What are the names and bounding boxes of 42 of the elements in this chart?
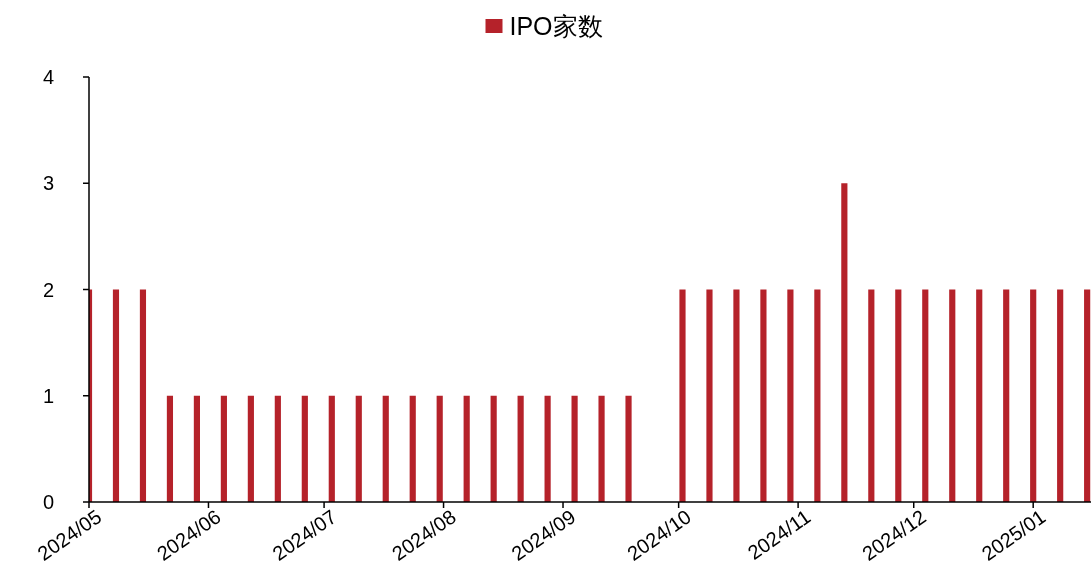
y-tick-label: 4 [42, 66, 54, 88]
bar [895, 289, 902, 502]
bar [112, 289, 120, 502]
bar [1084, 289, 1091, 502]
bar [409, 395, 416, 502]
bar [706, 289, 713, 502]
bar [274, 395, 281, 502]
bar [679, 289, 686, 502]
bar [814, 289, 821, 502]
bar [625, 395, 632, 502]
bar [463, 395, 470, 502]
bar [1003, 289, 1010, 502]
bar [436, 395, 443, 502]
bar [166, 395, 174, 502]
bar [733, 289, 740, 502]
bar [922, 289, 929, 502]
bar [517, 395, 524, 502]
bar [328, 395, 335, 502]
bar [301, 395, 308, 502]
bar [598, 395, 605, 502]
bar [382, 395, 389, 502]
bar [355, 395, 362, 502]
bar [193, 395, 200, 502]
y-tick-label: 1 [42, 384, 54, 407]
bar [760, 289, 767, 502]
bar [976, 289, 983, 502]
bar [1057, 289, 1064, 502]
y-tick-label: 0 [42, 491, 54, 513]
bar [1030, 289, 1037, 502]
bar [490, 395, 497, 502]
bar [139, 289, 147, 502]
bar [787, 289, 794, 502]
bar [220, 395, 227, 502]
legend-label: IPO家数 [509, 12, 603, 40]
y-tick-label: 3 [42, 172, 54, 195]
bar [571, 395, 578, 502]
bar [949, 289, 956, 502]
bar [247, 395, 254, 502]
bar [841, 183, 848, 502]
bar [544, 395, 551, 502]
y-tick-label: 2 [42, 278, 54, 301]
bar [868, 289, 875, 502]
